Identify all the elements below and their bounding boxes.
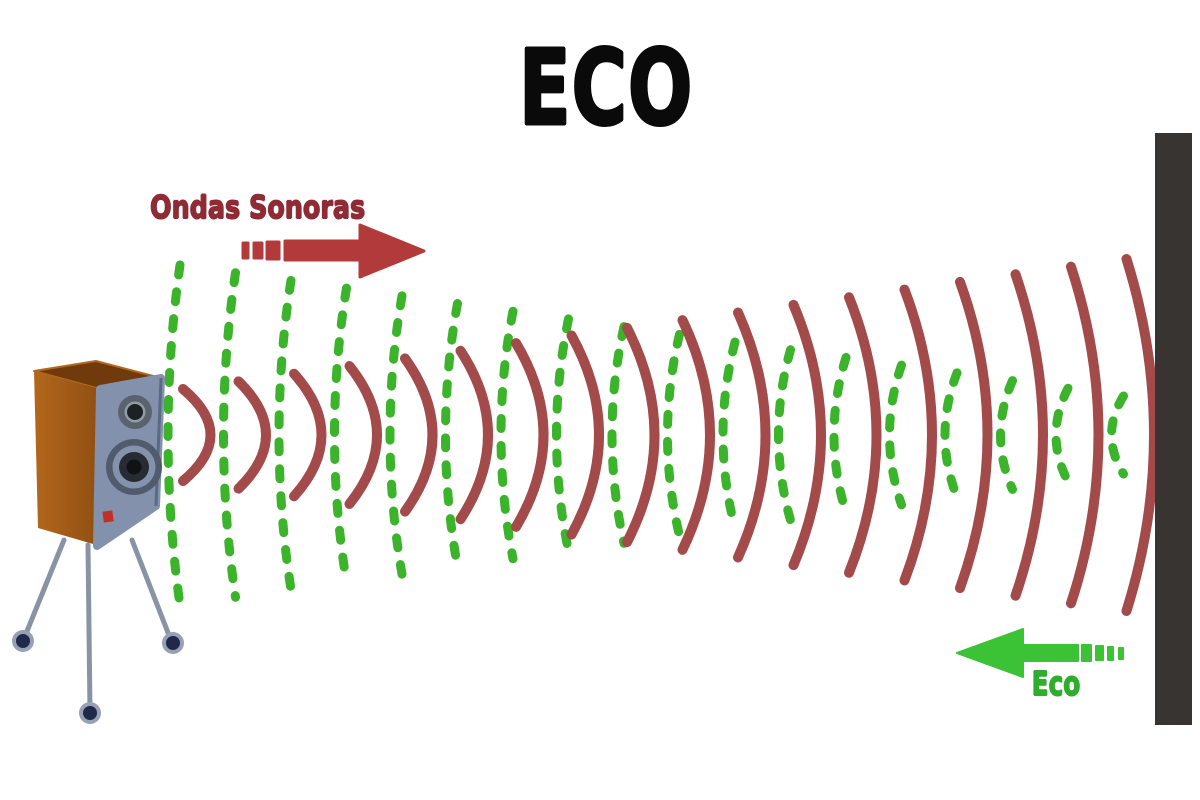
waves-group — [163, 254, 1159, 616]
outgoing-wave-arc — [163, 260, 185, 610]
outgoing-wave-arc — [774, 345, 795, 525]
echo-wave-arc — [289, 368, 327, 502]
echo-wave-arc — [622, 322, 660, 548]
wall-icon — [1155, 133, 1192, 725]
outgoing-wave-arc — [718, 337, 740, 533]
echo-wave-arc — [788, 299, 826, 571]
outgoing-wave-arc — [940, 368, 962, 502]
echo-wave-arc — [178, 384, 216, 486]
echo-wave-arc — [511, 338, 549, 532]
echo-left-arrow-icon — [956, 628, 1124, 678]
outgoing-wave-arc — [885, 360, 906, 510]
outgoing-wave-arc — [1051, 383, 1073, 487]
echo-wave-arc — [233, 376, 271, 494]
outgoing-wave-arc — [330, 283, 351, 587]
speaker-logo — [102, 510, 114, 523]
echo-wave-arc — [1121, 254, 1159, 616]
tweeter-icon — [118, 395, 152, 429]
outgoing-wave-arc — [219, 268, 240, 602]
echo-wave-arc — [455, 345, 493, 525]
echo-label: Eco — [1031, 664, 1081, 703]
loudspeaker-on-tripod-icon — [12, 360, 184, 724]
outgoing-wave-arc — [552, 314, 573, 556]
tripod-legs — [20, 537, 175, 715]
echo-wave-arc — [899, 284, 937, 586]
outgoing-wave-arc — [385, 291, 407, 579]
outgoing-wave-arc — [607, 322, 629, 548]
echo-wave-arc — [566, 330, 604, 540]
echo-wave-arc — [733, 307, 771, 563]
echo-wave-arc — [400, 353, 438, 517]
outgoing-wave-arc — [663, 329, 684, 541]
outgoing-wave-arc — [441, 299, 462, 571]
outgoing-right-arrow-icon — [241, 223, 426, 279]
speaker-box — [33, 360, 165, 550]
outgoing-wave-arc — [274, 275, 296, 595]
outgoing-wave-arc — [496, 306, 518, 564]
woofer-icon — [106, 439, 162, 495]
outgoing-wave-arc — [829, 352, 851, 518]
echo-wave-arc — [677, 315, 715, 555]
echo-wave-arc — [1066, 261, 1104, 609]
tripod-feet — [12, 630, 184, 724]
outgoing-wave-arc — [996, 376, 1017, 494]
outgoing-waves-label: Ondas Sonoras — [150, 190, 366, 226]
echo-wave-arc — [844, 292, 882, 578]
echo-wave-arc — [344, 361, 382, 509]
page-title: ECO — [518, 27, 694, 149]
echo-wave-arc — [955, 276, 993, 594]
outgoing-wave-arc — [1107, 391, 1128, 479]
echo-wave-arc — [1010, 269, 1048, 601]
